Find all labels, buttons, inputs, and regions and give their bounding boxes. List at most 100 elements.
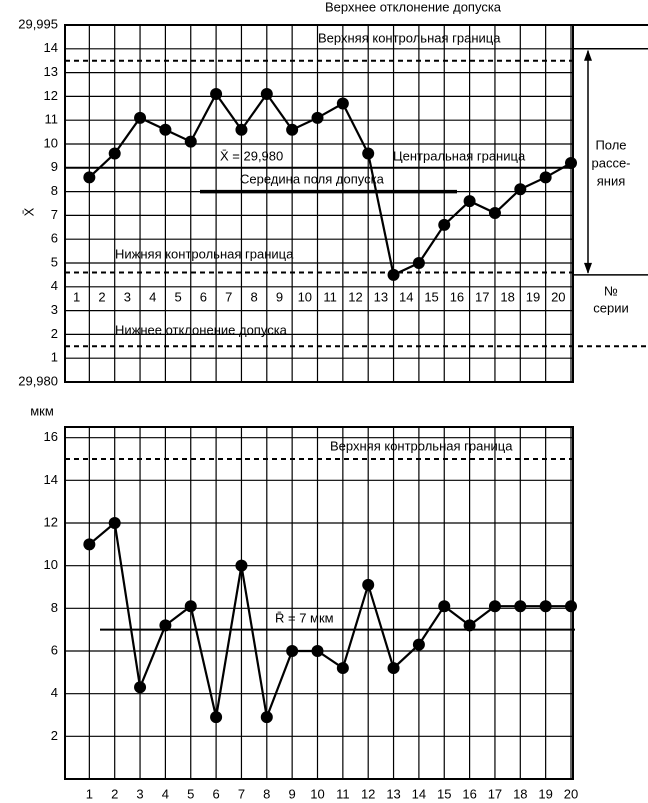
y-tick-label: 9	[51, 159, 58, 174]
reference-label: Нижнее отклонение допуска	[115, 322, 288, 337]
x-tick-label: 19	[526, 289, 540, 304]
data-point	[159, 123, 172, 136]
y-tick-label: 14	[44, 472, 58, 487]
data-point	[488, 600, 501, 613]
data-point	[235, 123, 248, 136]
x-tick-label: 4	[149, 289, 156, 304]
y-tick-label: 1	[51, 350, 58, 365]
x-tick-label: 8	[251, 289, 258, 304]
x-tick-label: 1	[73, 289, 80, 304]
x-tick-label: 11	[323, 289, 337, 304]
y-tick-label: 6	[51, 231, 58, 246]
y-tick-label: 10	[44, 135, 58, 150]
x-tick-label: 19	[538, 786, 552, 801]
y-tick-label: 2	[51, 728, 58, 743]
data-point	[336, 662, 349, 675]
reference-label: Верхнее отклонение допуска	[325, 0, 502, 14]
data-point	[286, 123, 299, 136]
x-tick-label: 15	[437, 786, 451, 801]
annotation: X̄ = 29,980	[220, 148, 283, 163]
x-tick-label: 12	[348, 289, 362, 304]
x-tick-label: 18	[513, 786, 527, 801]
data-point	[565, 157, 577, 170]
x-tick-label: 3	[124, 289, 131, 304]
y-tick-label: 14	[44, 40, 58, 55]
x-tick-label: 20	[564, 786, 578, 801]
y-tick-label: 8	[51, 183, 58, 198]
data-point	[514, 183, 527, 196]
reference-label: Центральная граница	[393, 148, 526, 163]
x-tick-label: 18	[500, 289, 514, 304]
data-point	[235, 559, 248, 572]
data-point	[260, 88, 273, 101]
y-axis-label: мкм	[30, 403, 54, 418]
data-point	[438, 218, 451, 231]
data-point	[286, 645, 299, 657]
y-tick-label: 11	[45, 112, 59, 127]
x-tick-label: 9	[276, 289, 283, 304]
x-tick-label: 10	[298, 289, 312, 304]
x-tick-label: 2	[98, 289, 105, 304]
x-tick-label: 13	[386, 786, 400, 801]
x-tick-label: 17	[488, 786, 502, 801]
x-tick-label: 3	[136, 786, 143, 801]
x-tick-label: 20	[551, 289, 565, 304]
x-tick-label: 5	[174, 289, 181, 304]
data-point	[463, 195, 476, 208]
y-tick-label: 12	[44, 88, 58, 103]
data-point	[362, 147, 375, 160]
data-point	[387, 268, 400, 281]
y-tick-label: 2	[51, 326, 58, 341]
data-point	[184, 135, 197, 148]
x-tick-label: 2	[111, 786, 118, 801]
y-tick-label: 29,995	[18, 16, 58, 31]
data-point	[387, 662, 400, 675]
x-tick-label: 14	[399, 289, 413, 304]
x-tick-label: 15	[424, 289, 438, 304]
data-point	[362, 578, 375, 591]
y-tick-label: 6	[51, 642, 58, 657]
data-point	[108, 517, 121, 529]
data-point	[210, 88, 223, 101]
x-tick-label: 12	[361, 786, 375, 801]
y-tick-label: 5	[51, 254, 58, 269]
data-point	[184, 600, 197, 613]
reference-label: Верхняя контрольная граница	[318, 30, 501, 45]
y-axis-label: X̄	[21, 207, 36, 216]
x-tick-label: 7	[238, 786, 245, 801]
x-tick-label: 10	[310, 786, 324, 801]
x-tick-label: 14	[412, 786, 426, 801]
data-point	[438, 600, 451, 613]
x-tick-label: 16	[462, 786, 476, 801]
data-point	[514, 600, 527, 613]
reference-label: R̄ = 7 мкм	[275, 610, 334, 625]
y-tick-label: 12	[44, 514, 58, 529]
data-point	[260, 711, 273, 724]
data-point	[336, 97, 349, 110]
data-point	[134, 111, 147, 124]
y-tick-label: 10	[44, 557, 58, 572]
spread-label: Поле	[595, 137, 626, 152]
data-point	[159, 619, 172, 632]
y-tick-label: 16	[44, 429, 58, 444]
data-point	[108, 147, 121, 160]
x-tick-label: 5	[187, 786, 194, 801]
x-tick-label: 13	[374, 289, 388, 304]
spread-label: рассе-	[591, 155, 630, 170]
arrow-head	[584, 49, 592, 61]
data-point	[210, 711, 223, 724]
x-tick-label: 16	[450, 289, 464, 304]
x-tick-label: 1	[86, 786, 93, 801]
data-point	[83, 171, 96, 184]
data-point	[488, 207, 501, 220]
y-tick-label: 3	[51, 302, 58, 317]
x-tick-label: 7	[225, 289, 232, 304]
y-tick-label: 4	[51, 278, 58, 293]
x-tick-label: 6	[212, 786, 219, 801]
data-point	[83, 538, 96, 551]
data-point	[311, 111, 324, 124]
y-tick-label: 4	[51, 685, 58, 700]
y-tick-label: 13	[44, 64, 58, 79]
data-point	[412, 257, 425, 269]
y-tick-label: 8	[51, 600, 58, 615]
